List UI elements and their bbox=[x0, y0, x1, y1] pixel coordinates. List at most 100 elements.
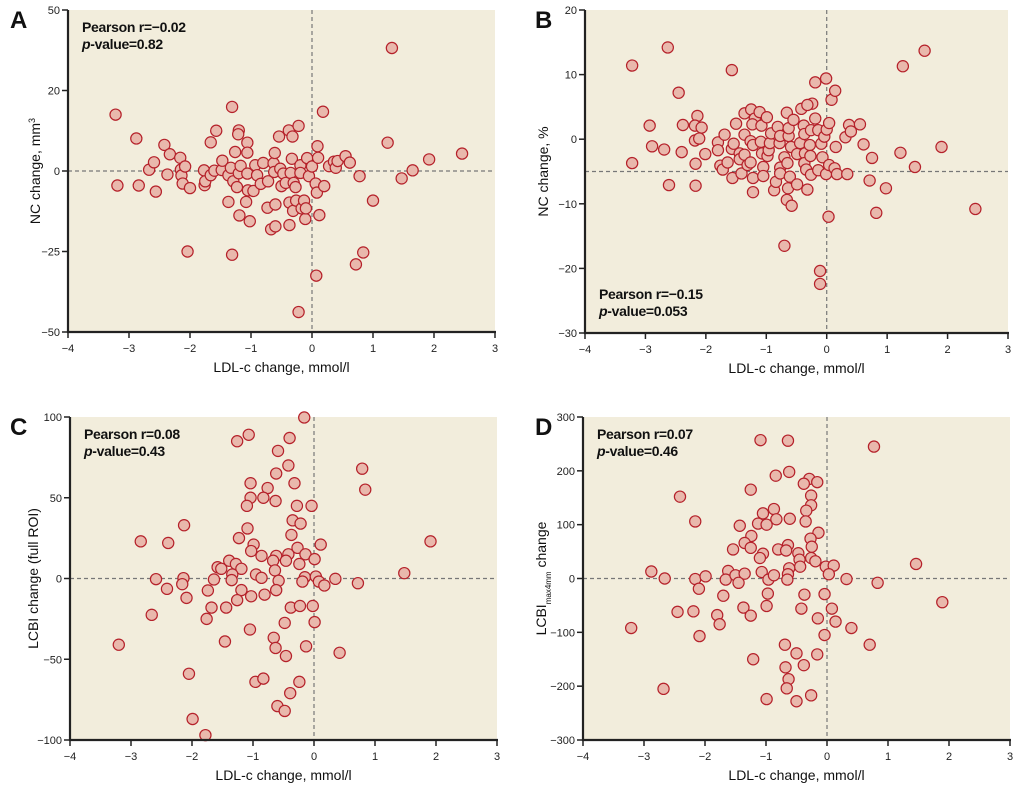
data-point bbox=[240, 499, 254, 513]
data-point bbox=[160, 582, 174, 596]
data-point bbox=[699, 147, 712, 161]
panel-letter: D bbox=[535, 414, 552, 441]
data-point bbox=[313, 208, 326, 222]
x-tick-label: 0 bbox=[311, 751, 317, 763]
data-point bbox=[268, 146, 281, 160]
data-point bbox=[969, 202, 982, 216]
p-value-text: -value=0.43 bbox=[92, 443, 165, 459]
data-point bbox=[689, 157, 702, 170]
data-point bbox=[299, 212, 312, 226]
p-symbol: p bbox=[598, 303, 608, 319]
data-point bbox=[298, 411, 311, 424]
p-value-text: -value=0.82 bbox=[90, 36, 163, 52]
data-point bbox=[693, 629, 706, 643]
y-tick-label: −100 bbox=[37, 735, 62, 747]
p-value-annotation: p-value=0.053 bbox=[598, 303, 688, 319]
data-point bbox=[130, 132, 143, 145]
data-point bbox=[800, 504, 813, 517]
data-point bbox=[293, 675, 306, 689]
data-point bbox=[269, 494, 282, 508]
data-point bbox=[822, 116, 836, 130]
p-value-annotation: p-value=0.46 bbox=[596, 443, 678, 459]
data-point bbox=[738, 567, 751, 580]
data-point bbox=[841, 167, 854, 181]
data-point bbox=[244, 590, 258, 603]
y-tick-label: 0 bbox=[571, 134, 577, 146]
data-point bbox=[216, 154, 229, 167]
data-point bbox=[161, 168, 174, 181]
data-point bbox=[257, 156, 270, 170]
data-point bbox=[829, 140, 842, 154]
data-point bbox=[809, 555, 822, 568]
data-point bbox=[145, 608, 158, 622]
data-point bbox=[733, 519, 746, 532]
data-point bbox=[721, 156, 734, 169]
data-point bbox=[284, 686, 297, 700]
data-point bbox=[687, 605, 700, 618]
data-point bbox=[225, 573, 238, 587]
data-point bbox=[753, 551, 767, 565]
data-point bbox=[693, 132, 706, 145]
data-point bbox=[233, 209, 246, 222]
data-point bbox=[809, 76, 822, 89]
y-tick-label: 100 bbox=[44, 412, 62, 424]
y-tick-label: 50 bbox=[50, 493, 62, 505]
data-point bbox=[671, 605, 684, 619]
data-point bbox=[290, 499, 304, 513]
data-point bbox=[746, 171, 760, 185]
data-point bbox=[713, 618, 726, 631]
data-point bbox=[718, 128, 731, 141]
data-point bbox=[177, 519, 191, 532]
data-point bbox=[865, 151, 879, 165]
data-point bbox=[717, 589, 730, 602]
p-symbol: p bbox=[596, 443, 606, 459]
data-point bbox=[825, 602, 839, 615]
data-point bbox=[308, 615, 321, 629]
pearson-r-annotation: Pearson r=0.07 bbox=[597, 426, 693, 442]
data-point bbox=[845, 621, 858, 635]
data-point bbox=[230, 593, 244, 607]
data-point bbox=[291, 541, 304, 555]
data-point bbox=[353, 169, 366, 183]
data-point bbox=[695, 121, 708, 134]
data-point bbox=[756, 507, 770, 520]
data-point bbox=[744, 609, 757, 622]
x-tick-label: −1 bbox=[247, 751, 260, 763]
x-tick-label: −1 bbox=[760, 751, 773, 763]
data-point bbox=[689, 515, 702, 528]
data-point bbox=[725, 63, 739, 77]
data-point bbox=[822, 567, 836, 581]
data-point bbox=[801, 98, 814, 112]
data-point bbox=[241, 522, 254, 535]
data-point bbox=[645, 140, 659, 153]
x-tick-label: −2 bbox=[699, 751, 712, 763]
data-point bbox=[813, 264, 827, 278]
x-tick-label: 0 bbox=[309, 343, 315, 355]
data-point bbox=[711, 143, 725, 157]
data-point bbox=[283, 218, 296, 232]
y-axis-label-part: LCBI change (full ROI) bbox=[25, 508, 41, 649]
y-tick-label: 100 bbox=[557, 520, 575, 532]
data-point bbox=[657, 682, 670, 696]
panel-letter: C bbox=[10, 414, 27, 441]
p-symbol: p bbox=[83, 443, 93, 459]
data-point bbox=[359, 483, 372, 496]
data-point bbox=[783, 170, 797, 183]
data-point bbox=[769, 469, 782, 482]
data-point bbox=[366, 194, 380, 207]
data-point bbox=[801, 183, 814, 196]
data-point bbox=[241, 146, 254, 159]
data-point bbox=[288, 477, 301, 490]
x-tick-label: −1 bbox=[245, 343, 258, 355]
data-point bbox=[908, 160, 922, 174]
y-tick-label: −50 bbox=[41, 327, 60, 339]
data-point bbox=[111, 179, 124, 192]
data-point bbox=[863, 174, 876, 187]
data-point bbox=[645, 565, 658, 578]
data-point bbox=[816, 151, 829, 164]
data-point bbox=[318, 579, 331, 592]
data-point bbox=[299, 640, 313, 653]
data-point bbox=[737, 601, 750, 614]
x-tick-label: −2 bbox=[186, 751, 199, 763]
data-point bbox=[793, 560, 807, 573]
